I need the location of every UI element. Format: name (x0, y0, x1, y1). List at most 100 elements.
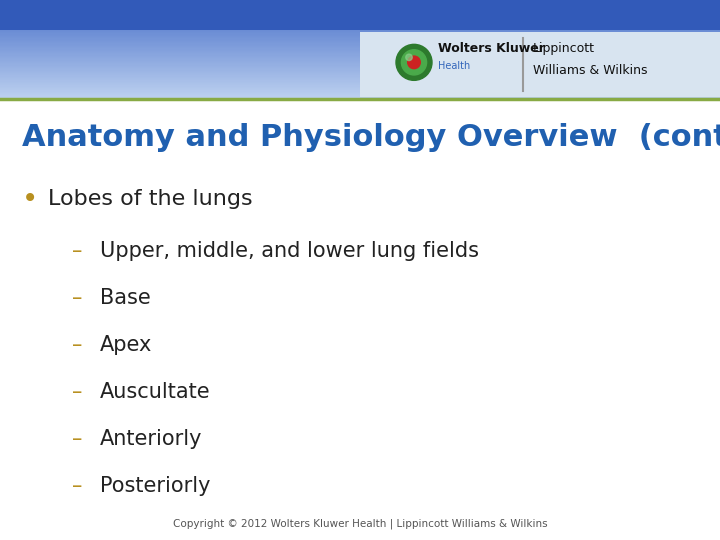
Bar (0, 82, 720, 83)
Bar (0, 0, 720, 1)
Text: Upper, middle, and lower lung fields: Upper, middle, and lower lung fields (100, 241, 479, 261)
Bar (0, 6, 720, 8)
Bar (0, 30, 720, 31)
Bar (0, 21, 720, 22)
Text: Anteriorly: Anteriorly (100, 429, 202, 449)
Bar (0, 52, 720, 53)
Bar (0, 97, 720, 98)
Bar (0, 36, 720, 37)
Bar (0, 5, 720, 6)
Bar (0, 60, 720, 62)
Text: –: – (72, 335, 82, 355)
Text: –: – (72, 382, 82, 402)
Bar (0, 83, 720, 84)
Bar (0, 51, 720, 52)
Bar (360, 32, 720, 97)
Text: Anatomy and Physiology Overview  (cont.): Anatomy and Physiology Overview (cont.) (22, 123, 720, 152)
Bar (0, 11, 720, 12)
Bar (0, 0, 720, 30)
Bar (0, 89, 720, 90)
Bar (0, 48, 720, 50)
Bar (0, 98, 720, 99)
Text: –: – (72, 288, 82, 308)
Bar (0, 47, 720, 48)
Bar (0, 39, 720, 41)
Bar (0, 93, 720, 94)
Bar (0, 63, 720, 64)
Bar (0, 10, 720, 11)
Bar (0, 85, 720, 86)
Bar (0, 15, 720, 16)
Bar (0, 33, 720, 35)
Bar (0, 72, 720, 73)
Bar (0, 16, 720, 17)
Bar (0, 45, 720, 46)
Bar (0, 71, 720, 72)
Bar (0, 35, 720, 36)
Text: –: – (72, 476, 82, 496)
Circle shape (396, 44, 432, 80)
Bar (0, 56, 720, 57)
Bar (0, 62, 720, 63)
Bar (0, 95, 720, 97)
Text: Posteriorly: Posteriorly (100, 476, 210, 496)
Text: Lippincott: Lippincott (533, 42, 595, 56)
Bar (0, 53, 720, 55)
Bar (0, 88, 720, 89)
Bar (0, 18, 720, 20)
Bar (0, 29, 720, 30)
Bar (0, 38, 720, 39)
Bar (0, 73, 720, 74)
Bar (0, 9, 720, 10)
Bar (0, 94, 720, 95)
Text: Base: Base (100, 288, 150, 308)
Bar (0, 74, 720, 76)
Bar (0, 1, 720, 3)
Bar (0, 4, 720, 5)
Bar (0, 43, 720, 45)
Bar (0, 8, 720, 9)
Bar (0, 24, 720, 25)
Bar (0, 22, 720, 24)
Circle shape (406, 54, 413, 60)
Text: Lobes of the lungs: Lobes of the lungs (48, 189, 253, 209)
Bar (0, 14, 720, 15)
Bar (0, 26, 720, 27)
Bar (0, 92, 720, 93)
Bar (0, 90, 720, 92)
Bar (0, 31, 720, 32)
Text: •: • (22, 185, 38, 213)
Bar (0, 12, 720, 14)
Bar (0, 41, 720, 42)
Bar (0, 86, 720, 88)
Text: –: – (72, 241, 82, 261)
Bar (0, 46, 720, 47)
Text: Wolters Kluwer: Wolters Kluwer (438, 42, 545, 56)
Circle shape (408, 56, 420, 69)
Bar (0, 55, 720, 56)
Bar (0, 17, 720, 18)
Bar (0, 27, 720, 29)
Text: Apex: Apex (100, 335, 153, 355)
Bar (0, 65, 720, 67)
Bar (0, 57, 720, 58)
Bar (0, 68, 720, 69)
Text: Williams & Wilkins: Williams & Wilkins (533, 64, 647, 77)
Text: –: – (72, 429, 82, 449)
Bar (0, 59, 720, 60)
Bar (0, 67, 720, 68)
Bar (0, 80, 720, 82)
Bar (0, 50, 720, 51)
Bar (0, 76, 720, 77)
Bar (0, 20, 720, 21)
Bar (0, 32, 720, 33)
Bar (0, 37, 720, 38)
Text: Copyright © 2012 Wolters Kluwer Health | Lippincott Williams & Wilkins: Copyright © 2012 Wolters Kluwer Health |… (173, 519, 547, 529)
Circle shape (401, 50, 426, 75)
Bar (0, 58, 720, 59)
Text: Auscultate: Auscultate (100, 382, 211, 402)
Bar (0, 78, 720, 79)
Bar (0, 79, 720, 80)
Bar (0, 77, 720, 78)
Text: Health: Health (438, 62, 470, 71)
